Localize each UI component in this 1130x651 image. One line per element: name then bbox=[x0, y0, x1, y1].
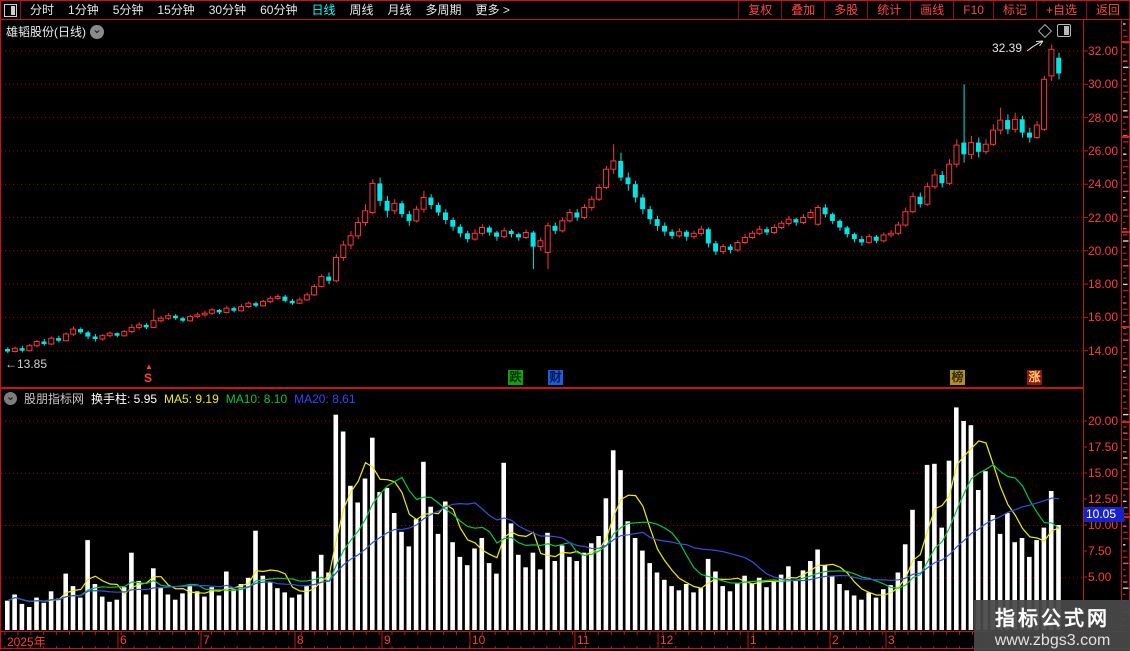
toolbar-period-10[interactable]: 更多 > bbox=[475, 3, 510, 17]
toolbar-action-5[interactable]: F10 bbox=[953, 1, 993, 19]
toolbar-period-2[interactable]: 5分钟 bbox=[112, 3, 144, 17]
toolbar-period-4[interactable]: 30分钟 bbox=[208, 3, 247, 17]
month-axis-label: 7 bbox=[203, 633, 210, 647]
price-axis-label: 28.00 bbox=[1088, 111, 1119, 125]
price-axis-label: 30.00 bbox=[1088, 77, 1119, 91]
month-axis-label: 3 bbox=[888, 633, 895, 647]
indicator-axis-label: 5.00 bbox=[1088, 570, 1112, 584]
top-toolbar: 分时 1分钟 5分钟 15分钟 30分钟 60分钟 日线 周线 月线 多周期 更多 > 复权 叠加 多股… bbox=[1, 1, 1130, 20]
price-axis-label: 20.00 bbox=[1088, 244, 1119, 258]
toolbar-period-7[interactable]: 周线 bbox=[349, 3, 374, 17]
split-pane-icon bbox=[4, 3, 17, 17]
price-axis-label: 24.00 bbox=[1088, 177, 1119, 191]
price-axis-label: 32.00 bbox=[1088, 44, 1119, 58]
price-axis-label: 22.00 bbox=[1088, 211, 1119, 225]
event-tag[interactable]: 跌 bbox=[508, 370, 523, 385]
sell-marker[interactable]: S bbox=[144, 371, 153, 385]
indicator-axis-label: 12.50 bbox=[1088, 492, 1119, 506]
indicator-source-label: 股朋指标网 bbox=[24, 392, 85, 406]
indicator-axis-label: 7.50 bbox=[1088, 544, 1112, 558]
toolbar-action-8[interactable]: 返回 bbox=[1085, 1, 1130, 19]
toolbar-action-2[interactable]: 多股 bbox=[824, 1, 867, 19]
toolbar-action-7[interactable]: +自选 bbox=[1035, 1, 1086, 19]
price-axis-label: 14.00 bbox=[1088, 344, 1119, 358]
toolbar-action-0[interactable]: 复权 bbox=[738, 1, 781, 19]
toolbar-action-3[interactable]: 统计 bbox=[867, 1, 910, 19]
mini-pane-icon[interactable] bbox=[1057, 24, 1071, 37]
current-value-badge: 10.05 bbox=[1084, 507, 1124, 522]
month-axis-label: 8 bbox=[297, 633, 304, 647]
indicator-axis-label: 20.00 bbox=[1088, 414, 1119, 428]
indicator-ma5-label: MA5: 9.19 bbox=[164, 391, 219, 406]
title-row: 雄韬股份(日线) ⌄ bbox=[6, 23, 104, 40]
toolbar-period-5[interactable]: 60分钟 bbox=[260, 3, 298, 17]
event-tag[interactable]: 财 bbox=[548, 370, 563, 385]
price-axis-label: 18.00 bbox=[1088, 277, 1119, 291]
panel-divider-line bbox=[1, 387, 1083, 389]
watermark: 指标公式网 www.zbgs3.com bbox=[974, 600, 1130, 651]
toolbar-period-8[interactable]: 月线 bbox=[387, 3, 412, 17]
indicator-axis-label: 15.00 bbox=[1088, 466, 1119, 480]
price-axis-label: 26.00 bbox=[1088, 144, 1119, 158]
toolbar-period-1[interactable]: 1分钟 bbox=[68, 3, 99, 17]
indicator-axis-label: 17.50 bbox=[1088, 440, 1119, 454]
indicator-ma20-label: MA20: 8.61 bbox=[294, 391, 356, 406]
chevron-down-icon[interactable]: ⌄ bbox=[90, 24, 104, 39]
indicator-collapse-icon[interactable]: ⌄ bbox=[4, 391, 17, 405]
indicator-ma10-label: MA10: 8.10 bbox=[225, 391, 288, 406]
sell-marker-caret: ▲ bbox=[145, 362, 153, 371]
axis-top-line bbox=[1, 631, 1130, 632]
watermark-url: www.zbgs3.com bbox=[994, 632, 1111, 649]
toolbar-action-1[interactable]: 叠加 bbox=[781, 1, 824, 19]
indicator-header: ⌄ 股朋指标网 换手柱: 5.95 MA5: 9.19 MA10: 8.10 M… bbox=[4, 390, 356, 407]
toolbar-period-3[interactable]: 15分钟 bbox=[157, 3, 195, 17]
toolbar-action-6[interactable]: 标记 bbox=[992, 1, 1036, 19]
month-axis-label: 6 bbox=[120, 633, 127, 647]
axis-bottom-line bbox=[1, 648, 1130, 649]
ministrip-border bbox=[1121, 20, 1122, 631]
watermark-title: 指标公式网 bbox=[995, 608, 1110, 630]
toolbar-period-6[interactable]: 日线 bbox=[311, 3, 336, 17]
toolbar-period-0[interactable]: 分时 bbox=[30, 3, 55, 17]
event-tag[interactable]: 涨 bbox=[1027, 370, 1042, 385]
month-axis-label: 12 bbox=[660, 633, 674, 647]
toolbar-right: 复权 叠加 多股 统计 画线 F10 标记 +自选 返回 bbox=[738, 1, 1130, 19]
month-axis-label: 1 bbox=[750, 633, 757, 647]
month-axis-label: 11 bbox=[577, 633, 590, 647]
month-axis-label: 10 bbox=[472, 633, 486, 647]
month-axis-label: 9 bbox=[384, 633, 391, 647]
high-price-annotation: 32.39 bbox=[992, 41, 1023, 55]
toolbar-period-9[interactable]: 多周期 bbox=[425, 3, 462, 17]
stock-title: 雄韬股份(日线) bbox=[6, 25, 86, 39]
price-axis-border bbox=[1083, 20, 1084, 649]
month-axis-label: 2025年 bbox=[7, 635, 46, 649]
toolbar-left: 分时 1分钟 5分钟 15分钟 30分钟 60分钟 日线 周线 月线 多周期 更多 > bbox=[23, 1, 517, 19]
toolbar-action-4[interactable]: 画线 bbox=[910, 1, 953, 19]
price-axis-label: 16.00 bbox=[1088, 310, 1119, 324]
layout-pane-button[interactable] bbox=[1, 1, 21, 19]
indicator-value-label: 换手柱: 5.95 bbox=[91, 392, 158, 406]
event-tag[interactable]: 榜 bbox=[950, 370, 965, 385]
month-axis-label: 2 bbox=[832, 633, 839, 647]
low-price-annotation: ←13.85 bbox=[5, 357, 48, 371]
